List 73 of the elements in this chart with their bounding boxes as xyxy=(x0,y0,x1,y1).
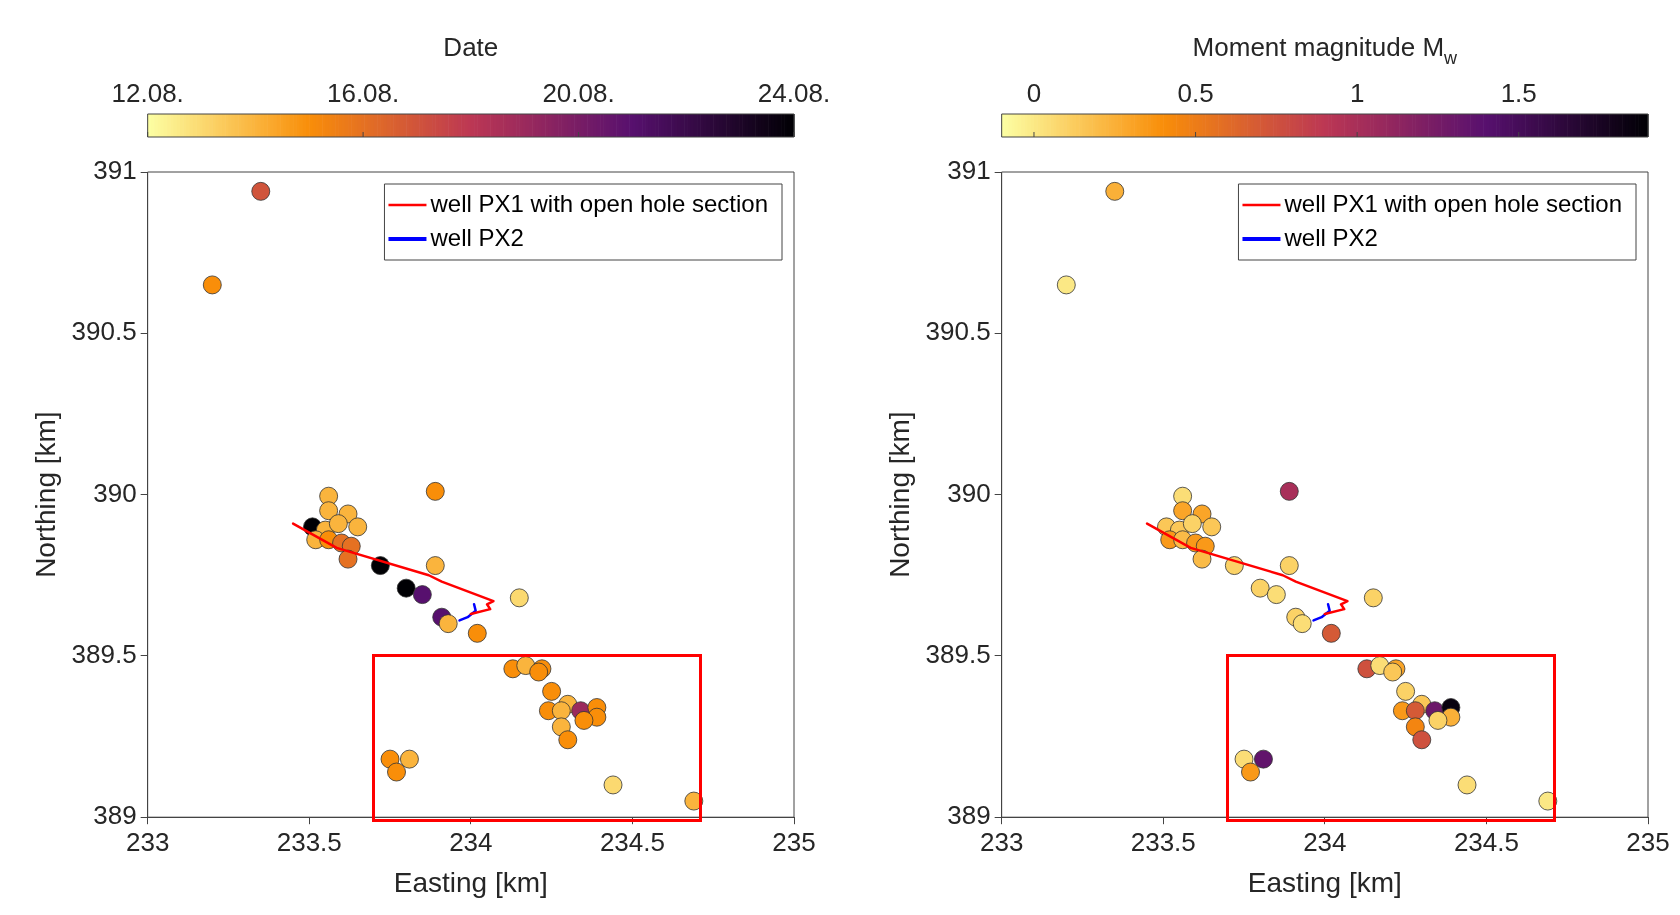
x-axis-title: Easting [km] xyxy=(1247,866,1402,898)
color-bar-label: 12.08. xyxy=(111,78,184,108)
color-bar-title: Date xyxy=(443,32,499,62)
point xyxy=(509,588,529,608)
point xyxy=(574,711,594,730)
legend-label: well PX2 xyxy=(1283,223,1378,251)
point xyxy=(1250,578,1270,598)
point xyxy=(1321,623,1341,643)
point xyxy=(1396,681,1416,701)
point xyxy=(202,275,222,295)
point xyxy=(396,578,416,598)
x-tick-label: 234.5 xyxy=(1453,826,1519,857)
point xyxy=(1428,711,1448,730)
legend-label: well PX1 with open hole section xyxy=(429,189,769,217)
color-bar-label: 0.5 xyxy=(1177,78,1214,108)
point xyxy=(551,701,571,721)
point xyxy=(425,556,445,575)
x-tick-label: 235 xyxy=(772,826,816,857)
point xyxy=(1105,181,1125,201)
y-axis-title: Northing [km] xyxy=(29,411,61,578)
color-bar-label: 24.08. xyxy=(757,78,831,108)
x-tick-label: 233.5 xyxy=(1130,826,1196,857)
point xyxy=(438,614,458,634)
x-tick-label: 233.5 xyxy=(276,826,342,857)
y-tick-label: 391 xyxy=(947,155,991,186)
color-bar-label: 20.08. xyxy=(542,78,615,108)
y-tick-label: 390 xyxy=(947,477,991,508)
x-tick-label: 235 xyxy=(1626,826,1670,857)
x-axis-title: Easting [km] xyxy=(393,866,548,898)
point xyxy=(1292,614,1312,634)
point xyxy=(412,585,432,605)
x-tick-label: 234.5 xyxy=(599,826,665,857)
point xyxy=(1254,749,1273,769)
point xyxy=(1173,501,1193,521)
point xyxy=(558,730,578,750)
y-tick-label: 390 xyxy=(93,477,137,508)
point xyxy=(387,762,406,782)
point xyxy=(603,775,623,795)
point xyxy=(1202,517,1222,537)
point xyxy=(400,749,419,769)
point xyxy=(1266,585,1286,605)
point xyxy=(328,514,348,534)
point xyxy=(348,517,368,537)
color-bar-label: 0 xyxy=(1026,78,1042,108)
x-tick-label: 234 xyxy=(449,826,493,857)
point xyxy=(1182,514,1202,534)
point xyxy=(1279,556,1299,575)
point xyxy=(338,549,358,569)
point xyxy=(1457,775,1477,795)
color-bar-label: 1 xyxy=(1349,78,1365,108)
point xyxy=(1192,549,1212,569)
legend-label: well PX1 with open hole section xyxy=(1283,189,1623,217)
point xyxy=(251,181,271,201)
point xyxy=(467,623,487,643)
y-tick-label: 391 xyxy=(93,155,137,186)
point xyxy=(542,681,562,701)
point xyxy=(319,501,339,521)
point xyxy=(1279,481,1299,501)
point xyxy=(1241,762,1260,782)
point xyxy=(1405,701,1425,721)
x-tick-label: 234 xyxy=(1303,826,1347,857)
point xyxy=(1056,275,1076,295)
point xyxy=(1363,588,1383,608)
y-tick-label: 390.5 xyxy=(925,316,991,347)
y-tick-label: 389.5 xyxy=(925,639,991,670)
y-axis-title: Northing [km] xyxy=(883,411,915,578)
color-bar-label: 1.5 xyxy=(1500,78,1537,108)
point xyxy=(425,481,445,501)
color-bar-label: 16.08. xyxy=(326,78,400,108)
y-tick-label: 390.5 xyxy=(71,316,137,347)
point xyxy=(1412,730,1432,750)
legend-label: well PX2 xyxy=(429,223,524,251)
y-tick-label: 389.5 xyxy=(71,639,137,670)
